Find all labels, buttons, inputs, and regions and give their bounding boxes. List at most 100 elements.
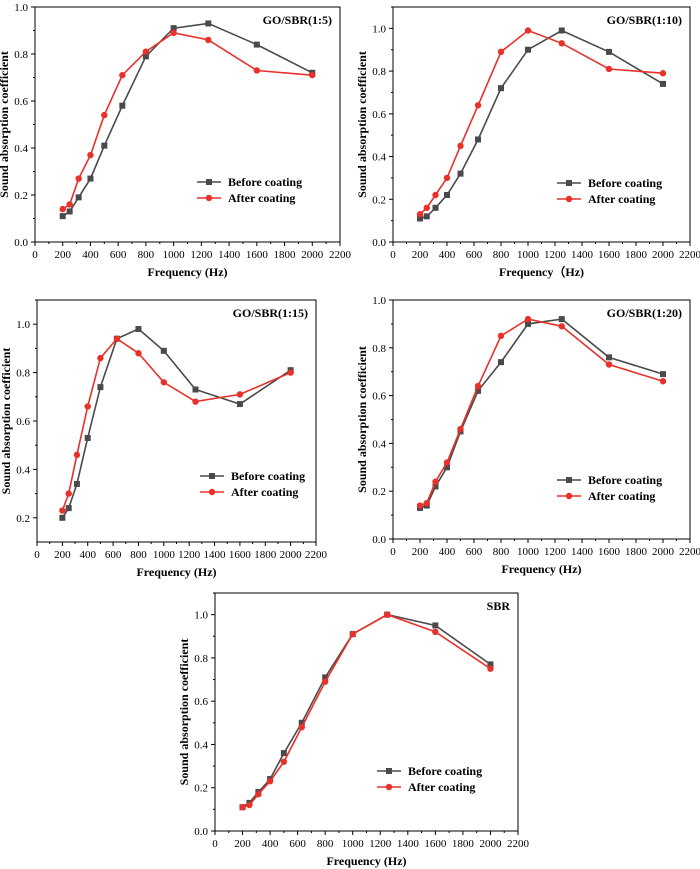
x-tick-label: 400: [262, 838, 279, 850]
data-point-after: [432, 191, 439, 199]
y-tick-label: 1.0: [372, 295, 386, 307]
data-point-after: [160, 379, 168, 386]
x-tick-label: 2200: [507, 838, 530, 850]
x-tick-label: 0: [34, 549, 40, 561]
x-tick-label: 1600: [246, 249, 269, 261]
legend-entry-before: Before coating: [557, 473, 662, 487]
data-point-after: [97, 354, 104, 362]
y-tick-label: 1.0: [372, 23, 386, 35]
data-point-before: [558, 27, 565, 34]
x-tick-label: 600: [466, 249, 483, 261]
data-point-after: [497, 332, 505, 340]
legend-entry-after: After coating: [557, 489, 655, 503]
data-point-after: [287, 369, 294, 376]
data-point-after: [416, 211, 424, 218]
data-point-after: [87, 151, 94, 159]
x-tick-label: 1400: [218, 249, 241, 261]
y-tick-label: 0.0: [372, 534, 386, 546]
plot-frame: [36, 299, 317, 543]
data-point-after: [255, 791, 262, 798]
series-line-after: [242, 613, 491, 808]
legend-label: After coating: [408, 780, 475, 794]
legend-entry-before: Before coating: [377, 764, 482, 778]
data-point-after: [59, 507, 66, 514]
data-point-before: [423, 213, 430, 220]
x-tick-label: 1000: [163, 249, 186, 261]
legend-entry-before: Before coating: [200, 469, 305, 483]
x-axis-title: Frequency (Hz): [501, 562, 581, 576]
y-tick-label: 0.0: [14, 237, 28, 249]
x-tick-label: 200: [54, 549, 71, 561]
legend-label: Before coating: [231, 469, 305, 483]
data-point-after: [487, 665, 494, 672]
data-point-before: [142, 53, 149, 60]
data-point-before: [298, 719, 305, 726]
x-tick-label: 400: [439, 249, 456, 261]
x-tick-label: 800: [493, 249, 510, 261]
data-point-before: [432, 483, 439, 490]
x-tick-label: 800: [130, 549, 147, 561]
x-tick-label: 1800: [625, 249, 648, 261]
data-point-after: [119, 71, 126, 79]
data-point-after: [605, 361, 613, 368]
x-tick-label: 1800: [625, 546, 648, 558]
data-point-before: [606, 48, 612, 55]
plot-frame: [34, 6, 341, 243]
x-tick-label: 1000: [517, 249, 540, 261]
x-tick-label: 0: [390, 249, 396, 261]
legend-marker-circle: [205, 194, 213, 202]
x-tick-label: 800: [138, 249, 155, 261]
data-point-before: [525, 46, 531, 53]
data-point-before: [475, 136, 482, 143]
panel-title: GO/SBR(1:5): [263, 13, 332, 27]
data-point-after: [457, 425, 464, 433]
data-point-after: [423, 204, 430, 212]
legend-label: After coating: [588, 192, 655, 206]
data-point-after: [524, 27, 532, 34]
data-point-before: [417, 215, 423, 222]
data-point-before: [253, 41, 260, 48]
chart-panel-3: 0 200 400 600 800 1000 1200 1400 1600 1800 2000 220…: [0, 299, 328, 579]
y-tick-label: 0.8: [14, 49, 28, 61]
x-tick-label: 2000: [280, 549, 303, 561]
data-point-before: [236, 401, 243, 408]
data-point-before: [660, 80, 666, 87]
data-point-after: [135, 350, 142, 357]
legend-entry-after: After coating: [197, 191, 295, 205]
data-point-after: [192, 398, 199, 405]
x-tick-label: 400: [439, 546, 456, 558]
x-tick-label: 0: [32, 249, 38, 261]
y-tick-label: 0.4: [14, 143, 28, 155]
data-point-before: [432, 204, 439, 211]
x-tick-label: 2200: [679, 249, 700, 261]
x-tick-label: 200: [54, 249, 71, 261]
y-axis-title: Sound absorption coefficient: [355, 346, 369, 493]
data-point-before: [170, 25, 177, 32]
x-tick-label: 800: [493, 546, 510, 558]
x-tick-label: 1200: [544, 249, 567, 261]
data-point-after: [73, 451, 81, 459]
chart-panel-4: 0 200 400 600 800 1000 1200 1400 1600 1800 2000 220…: [355, 295, 700, 576]
x-tick-label: 600: [110, 249, 127, 261]
data-point-before: [525, 320, 531, 327]
x-tick-label: 2200: [305, 549, 328, 561]
data-point-before: [119, 102, 126, 109]
x-tick-label: 600: [466, 546, 483, 558]
data-point-before: [87, 175, 94, 182]
y-tick-label: 0.4: [194, 739, 208, 751]
chart-panel-2: 0 200 400 600 800 1000 1200 1400 1600 1800 2000 220…: [355, 6, 700, 279]
data-point-before: [73, 480, 80, 487]
y-axis-title: Sound absorption coefficient: [0, 51, 11, 198]
y-tick-label: 1.0: [14, 2, 28, 14]
x-tick-label: 1600: [598, 249, 621, 261]
data-point-after: [443, 459, 451, 466]
data-point-before: [192, 386, 199, 393]
data-point-after: [142, 48, 150, 55]
data-point-before: [160, 347, 167, 354]
data-point-before: [75, 194, 82, 201]
data-point-after: [659, 70, 667, 77]
x-tick-label: 2200: [679, 546, 700, 558]
data-point-before: [606, 354, 612, 361]
data-point-after: [113, 335, 121, 342]
data-point-before: [660, 371, 666, 378]
